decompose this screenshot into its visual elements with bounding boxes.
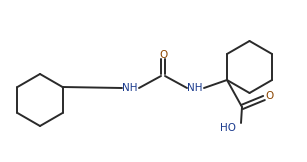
Text: HO: HO	[220, 123, 236, 133]
Text: NH: NH	[122, 83, 138, 93]
Text: NH: NH	[187, 83, 203, 93]
Text: O: O	[159, 50, 167, 60]
Text: O: O	[265, 91, 273, 101]
